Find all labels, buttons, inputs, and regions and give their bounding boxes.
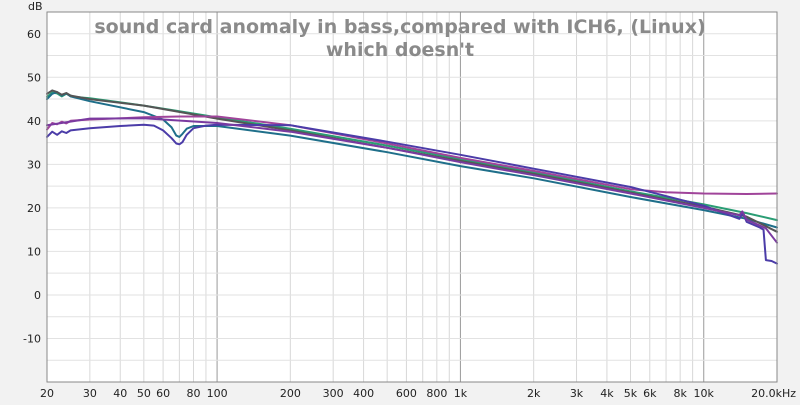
x-tick-label: 8k bbox=[673, 387, 687, 400]
x-tick-label: 2k bbox=[527, 387, 541, 400]
title-line-2: which doesn't bbox=[326, 39, 474, 61]
y-tick-label: 60 bbox=[27, 28, 41, 41]
x-tick-label: 20 bbox=[40, 387, 54, 400]
x-tick-label: 3k bbox=[570, 387, 584, 400]
x-tick-label: 40 bbox=[113, 387, 127, 400]
x-tick-label: 10k bbox=[694, 387, 715, 400]
y-tick-label: 20 bbox=[27, 202, 41, 215]
series-line-3 bbox=[46, 89, 778, 233]
chart-title: sound card anomaly in bass,compared with… bbox=[94, 16, 705, 61]
x-tick-label: 80 bbox=[187, 387, 201, 400]
x-tick-label: 50 bbox=[137, 387, 151, 400]
x-tick-label: 300 bbox=[323, 387, 344, 400]
x-tick-label: 6k bbox=[643, 387, 657, 400]
x-tick-label: 20.0kHz bbox=[751, 387, 796, 400]
series-line-6 bbox=[46, 117, 778, 244]
x-tick-label: 600 bbox=[396, 387, 417, 400]
series-line-4 bbox=[46, 115, 778, 195]
x-tick-label: 4k bbox=[600, 387, 614, 400]
y-tick-label: -10 bbox=[23, 332, 41, 345]
x-tick-label: 30 bbox=[83, 387, 97, 400]
series-layer bbox=[46, 89, 778, 265]
x-tick-label: 100 bbox=[207, 387, 228, 400]
x-tick-label: 1k bbox=[454, 387, 468, 400]
title-line-1: sound card anomaly in bass,compared with… bbox=[94, 16, 705, 38]
grid bbox=[46, 11, 778, 383]
x-tick-label: 200 bbox=[280, 387, 301, 400]
y-axis-label: dB bbox=[28, 0, 43, 13]
x-tick-label: 800 bbox=[426, 387, 447, 400]
y-tick-label: 10 bbox=[27, 245, 41, 258]
y-tick-label: 40 bbox=[27, 115, 41, 128]
plot-frame bbox=[46, 11, 778, 383]
y-tick-label: 50 bbox=[27, 71, 41, 84]
x-tick-label: 400 bbox=[353, 387, 374, 400]
y-tick-label: 30 bbox=[27, 158, 41, 171]
y-tick-label: 0 bbox=[34, 289, 41, 302]
x-tick-label: 5k bbox=[624, 387, 638, 400]
x-tick-label: 60 bbox=[156, 387, 170, 400]
